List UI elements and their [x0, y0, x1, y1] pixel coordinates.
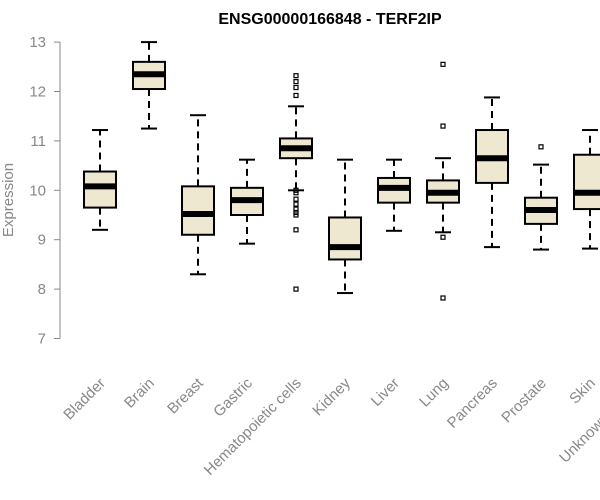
outlier-point	[293, 286, 299, 292]
box-brain	[132, 41, 166, 130]
y-tick-label: 11	[30, 133, 46, 150]
x-tick-label: Prostate	[498, 375, 550, 427]
box-rect	[328, 216, 362, 261]
box-rect	[83, 170, 117, 209]
box-rect	[181, 185, 215, 236]
outlier-point	[293, 79, 299, 85]
y-axis-label: Expression	[0, 163, 17, 237]
y-tick-label: 13	[29, 34, 46, 51]
y-tick-label: 9	[38, 232, 46, 249]
box-liver	[377, 158, 411, 232]
box-bladder	[83, 129, 117, 231]
x-tick-label: Skin	[566, 375, 599, 408]
outlier-point	[440, 61, 446, 67]
box-gastric	[230, 158, 264, 245]
outlier-point	[440, 123, 446, 129]
x-tick-label: Brain	[121, 375, 158, 412]
x-tick-label: Lung	[416, 375, 452, 411]
x-tick-label: Pancreas	[444, 375, 501, 432]
box-prostate	[524, 144, 558, 251]
outlier-point	[538, 144, 544, 150]
outlier-point	[293, 227, 299, 233]
x-tick-label: Bladder	[60, 375, 109, 424]
y-tick-label: 8	[38, 281, 46, 298]
y-tick-label: 12	[29, 84, 46, 101]
boxes-group	[83, 41, 600, 301]
x-tick-label: Liver	[368, 375, 403, 410]
box-lung	[426, 61, 460, 301]
box-pancreas	[475, 96, 509, 249]
x-tick-label: Hematopoietic cells	[201, 375, 305, 479]
chart-title: ENSG00000166848 - TERF2IP	[218, 11, 442, 28]
box-skin	[573, 129, 600, 250]
box-kidney	[328, 158, 362, 295]
y-tick-label: 10	[29, 182, 46, 199]
outlier-point	[293, 73, 299, 79]
x-tick-label: Gastric	[210, 374, 256, 420]
outlier-point	[440, 295, 446, 301]
outlier-point	[293, 92, 299, 99]
box-rect	[573, 153, 600, 211]
y-axis: 7 8 9 10 11 12 13	[29, 34, 61, 348]
outlier-point	[440, 234, 446, 240]
y-tick-label: 7	[38, 331, 46, 348]
box-breast	[181, 114, 215, 276]
x-tick-label: Breast	[164, 374, 207, 417]
outlier-point	[293, 190, 299, 196]
box-hematopoietic-cells	[279, 73, 313, 292]
outlier-point	[293, 201, 299, 207]
x-tick-label: Kidney	[309, 374, 354, 419]
outlier-point	[293, 196, 299, 202]
outlier-point	[293, 84, 299, 91]
outlier-point	[293, 212, 299, 218]
